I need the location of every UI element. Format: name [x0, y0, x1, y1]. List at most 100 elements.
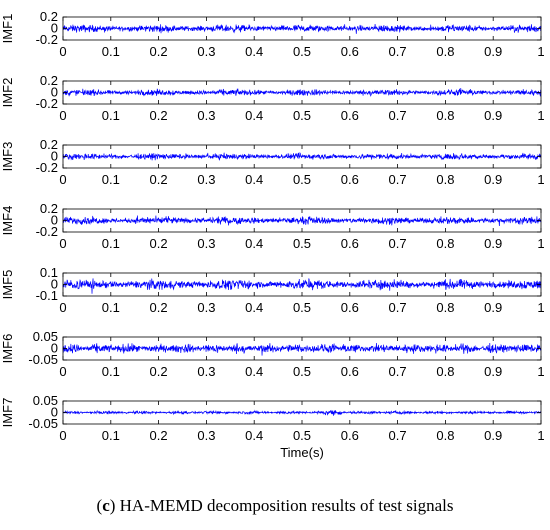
imf1-x-tick-label: 0.8 — [436, 44, 454, 59]
imf4-y-tick-label: 0 — [51, 213, 58, 228]
imf7-x-tick-label: 0 — [59, 428, 66, 443]
imf1-y-tick-label: -0.2 — [36, 32, 58, 47]
imf2-x-tick-label: 0.6 — [341, 108, 359, 123]
imf7-y-label: IMF7 — [0, 398, 15, 428]
imf2-x-tick-label: 0.7 — [389, 108, 407, 123]
imf7-x-tick-label: 0.7 — [389, 428, 407, 443]
imf6-x-tick-label: 0 — [59, 364, 66, 379]
figure-caption: (c) HA-MEMD decomposition results of tes… — [0, 496, 550, 516]
imf3-x-tick-label: 0.7 — [389, 172, 407, 187]
imf4-y-tick-label: -0.2 — [36, 224, 58, 239]
imf2-x-tick-label: 0.2 — [150, 108, 168, 123]
imf1-y-tick-label: 0 — [51, 21, 58, 36]
imf3-x-tick-label: 0.4 — [245, 172, 263, 187]
imf4-x-tick-label: 1 — [537, 236, 544, 251]
imf7-x-tick-label: 0.3 — [197, 428, 215, 443]
imf2-x-tick-label: 1 — [537, 108, 544, 123]
imf4-x-tick-label: 0.6 — [341, 236, 359, 251]
imf3-x-tick-label: 0.8 — [436, 172, 454, 187]
imf5-y-tick-label: 0.1 — [40, 265, 58, 280]
imf2-x-tick-label: 0 — [59, 108, 66, 123]
imf3-x-tick-label: 0.9 — [484, 172, 502, 187]
imf6-x-tick-label: 1 — [537, 364, 544, 379]
imf3-signal-line — [62, 152, 542, 161]
imf5-x-tick-label: 0.3 — [197, 300, 215, 315]
imf5-x-tick-label: 0.6 — [341, 300, 359, 315]
imf5-y-tick-label: 0 — [51, 277, 58, 292]
imf4-x-tick-label: 0 — [59, 236, 66, 251]
imf7-x-tick-label: 1 — [537, 428, 544, 443]
imf1-x-tick-label: 0.1 — [102, 44, 120, 59]
imf7-x-tick-label: 0.2 — [150, 428, 168, 443]
imf7-x-tick-label: 0.5 — [293, 428, 311, 443]
imf5-x-tick-label: 0.1 — [102, 300, 120, 315]
imf3-y-tick-label: 0 — [51, 149, 58, 164]
imf6-x-tick-label: 0.9 — [484, 364, 502, 379]
imf1-signal-line — [62, 23, 542, 34]
imf3-x-tick-label: 0.2 — [150, 172, 168, 187]
imf2-x-tick-label: 0.3 — [197, 108, 215, 123]
imf4-x-tick-label: 0.4 — [245, 236, 263, 251]
imf7-x-tick-label: 0.1 — [102, 428, 120, 443]
imf6-x-tick-label: 0.8 — [436, 364, 454, 379]
imf6-x-tick-label: 0.1 — [102, 364, 120, 379]
imf3-y-tick-label: -0.2 — [36, 160, 58, 175]
imf6-y-label: IMF6 — [0, 334, 15, 364]
imf7-x-tick-label: 0.4 — [245, 428, 263, 443]
caption-letter: c — [102, 496, 110, 515]
imf4-x-tick-label: 0.9 — [484, 236, 502, 251]
imf2-y-tick-label: -0.2 — [36, 96, 58, 111]
imf2-x-tick-label: 0.5 — [293, 108, 311, 123]
imf1-x-tick-label: 1 — [537, 44, 544, 59]
imf3-x-tick-label: 0.6 — [341, 172, 359, 187]
imf6-x-tick-label: 0.3 — [197, 364, 215, 379]
imf3-x-tick-label: 0.5 — [293, 172, 311, 187]
imf4-x-tick-label: 0.5 — [293, 236, 311, 251]
imf7-x-tick-label: 0.8 — [436, 428, 454, 443]
imf5-x-tick-label: 1 — [537, 300, 544, 315]
imf2-x-tick-label: 0.1 — [102, 108, 120, 123]
imf1-y-label: IMF1 — [0, 14, 15, 44]
imf7-x-tick-label: 0.6 — [341, 428, 359, 443]
imf1-x-tick-label: 0.5 — [293, 44, 311, 59]
imf1-x-tick-label: 0.4 — [245, 44, 263, 59]
imf6-x-tick-label: 0.7 — [389, 364, 407, 379]
imf2-y-tick-label: 0.2 — [40, 73, 58, 88]
imf1-x-tick-label: 0 — [59, 44, 66, 59]
imf6-signal-line — [62, 342, 542, 356]
imf1-x-tick-label: 0.3 — [197, 44, 215, 59]
imf4-x-tick-label: 0.2 — [150, 236, 168, 251]
imf6-y-tick-label: -0.05 — [28, 352, 58, 367]
imf2-y-label: IMF2 — [0, 78, 15, 108]
imf5-x-tick-label: 0.4 — [245, 300, 263, 315]
imf1-x-tick-label: 0.7 — [389, 44, 407, 59]
imf5-x-tick-label: 0.8 — [436, 300, 454, 315]
imf5-y-label: IMF5 — [0, 270, 15, 300]
imf4-x-tick-label: 0.8 — [436, 236, 454, 251]
imf3-x-tick-label: 0.1 — [102, 172, 120, 187]
imf6-x-tick-label: 0.6 — [341, 364, 359, 379]
imf3-y-label: IMF3 — [0, 142, 15, 172]
imf7-x-tick-label: 0.9 — [484, 428, 502, 443]
imf4-signal-line — [62, 215, 542, 227]
imf4-x-tick-label: 0.1 — [102, 236, 120, 251]
imf1-x-tick-label: 0.9 — [484, 44, 502, 59]
imf1-x-tick-label: 0.6 — [341, 44, 359, 59]
imf6-x-tick-label: 0.5 — [293, 364, 311, 379]
imf5-x-tick-label: 0.5 — [293, 300, 311, 315]
imf3-x-tick-label: 0.3 — [197, 172, 215, 187]
imf2-x-tick-label: 0.8 — [436, 108, 454, 123]
imf6-y-tick-label: 0.05 — [33, 329, 58, 344]
imf6-x-tick-label: 0.2 — [150, 364, 168, 379]
imf-decomposition-figure: 0.20-0.20 0.1 0.2 0.3 0.4 0.5 0.6 0.7 0.8 0.9 1IMF… — [0, 9, 545, 460]
imf1-x-tick-label: 0.2 — [150, 44, 168, 59]
imf5-x-tick-label: 0.7 — [389, 300, 407, 315]
imf2-x-tick-label: 0.4 — [245, 108, 263, 123]
imf7-y-tick-label: -0.05 — [28, 416, 58, 431]
caption-prefix: ( — [96, 496, 103, 515]
imf7-y-tick-label: 0.05 — [33, 393, 58, 408]
imf7-y-tick-label: 0 — [51, 405, 58, 420]
imf3-x-tick-label: 1 — [537, 172, 544, 187]
imf5-y-tick-label: -0.1 — [36, 288, 58, 303]
imf4-x-tick-label: 0.3 — [197, 236, 215, 251]
